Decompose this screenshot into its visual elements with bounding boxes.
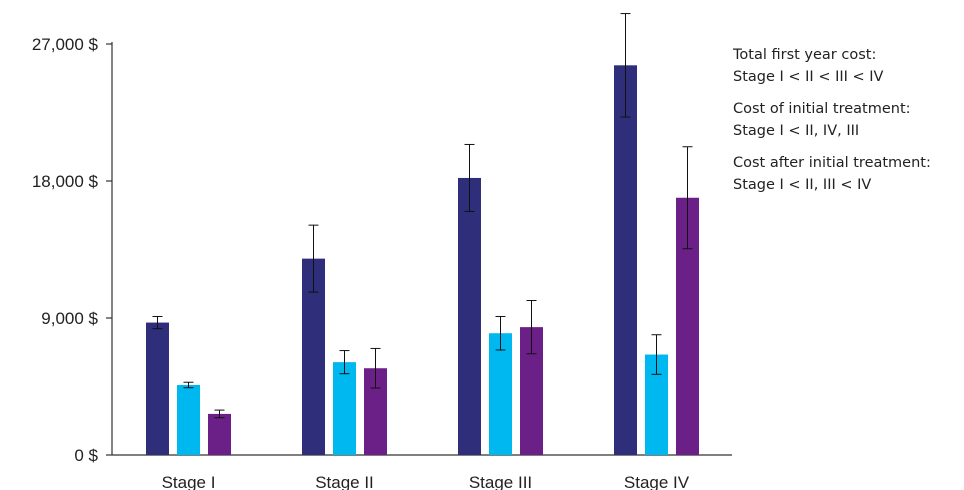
annotation-detail: Stage I < II < III < IV xyxy=(733,69,884,85)
bar xyxy=(364,368,387,455)
bar xyxy=(614,65,637,456)
annotation-heading: Cost of initial treatment: xyxy=(733,101,911,117)
x-category-label: Stage III xyxy=(469,473,532,490)
bar xyxy=(520,327,543,455)
y-tick-label: 9,000 $ xyxy=(41,309,98,328)
annotation-heading: Total first year cost: xyxy=(733,47,877,63)
annotation-detail: Stage I < II, III < IV xyxy=(733,177,872,193)
annotation-panel: Total first year cost: Stage I < II < II… xyxy=(733,44,961,206)
bar xyxy=(208,413,231,455)
y-tick-label: 0 $ xyxy=(74,446,98,465)
annotation-after-initial-treatment: Cost after initial treatment: Stage I < … xyxy=(733,152,961,196)
y-tick-label: 27,000 $ xyxy=(32,35,99,54)
bar xyxy=(458,177,481,455)
x-category-label: Stage I xyxy=(162,473,216,490)
x-category-label: Stage IV xyxy=(624,473,690,490)
annotation-initial-treatment: Cost of initial treatment: Stage I < II,… xyxy=(733,98,961,142)
bar xyxy=(645,354,668,455)
y-tick-label: 18,000 $ xyxy=(32,172,99,191)
x-category-label: Stage II xyxy=(315,473,374,490)
bar xyxy=(146,322,169,455)
bar xyxy=(302,258,325,455)
annotation-heading: Cost after initial treatment: xyxy=(733,155,931,171)
bar xyxy=(177,384,200,455)
bar xyxy=(333,362,356,455)
bar xyxy=(489,333,512,455)
bar xyxy=(676,197,699,455)
annotation-total-first-year: Total first year cost: Stage I < II < II… xyxy=(733,44,961,88)
annotation-detail: Stage I < II, IV, III xyxy=(733,123,860,139)
